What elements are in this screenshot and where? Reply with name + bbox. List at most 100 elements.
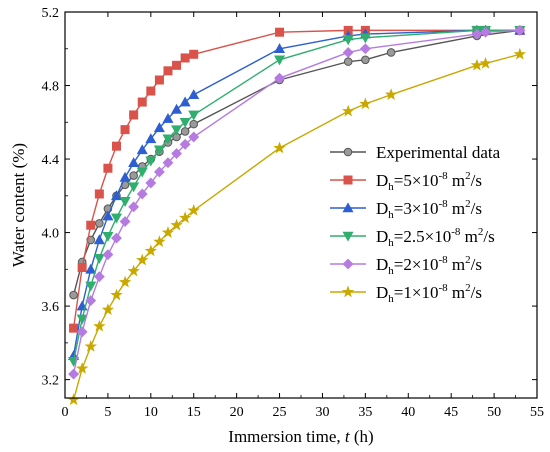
data-point-s3-1 — [76, 314, 88, 325]
series-line-5 — [72, 53, 521, 401]
legend-sup: -8 — [438, 198, 448, 210]
data-point-s4-4 — [102, 249, 114, 261]
legend-mid: =2×10 — [394, 255, 439, 274]
data-point-s2-10 — [153, 122, 165, 133]
legend-sup: -8 — [438, 254, 448, 266]
axes: 0 5 10 15 20 25 30 35 40 45 50 55 3.2 3.6 4.0 4.4 4.8 5.2 — [42, 6, 545, 420]
legend-sup2: 2 — [465, 282, 471, 294]
data-point-s2-4 — [102, 210, 114, 221]
x-tick-label-3: 15 — [187, 405, 201, 420]
legend-main: D — [376, 227, 388, 246]
data-point-s3-6 — [119, 197, 131, 207]
x-axis-title: Immersion time, t (h) — [228, 427, 373, 446]
data-point-s3-14 — [188, 110, 200, 121]
data-point-s2-7 — [128, 157, 140, 168]
data-point-s4-5 — [111, 232, 122, 244]
data-point-s4-13 — [179, 138, 191, 150]
data-point-s4-6 — [119, 216, 131, 227]
data-point-s0-14 — [189, 119, 199, 129]
legend-tail: m — [448, 199, 465, 218]
legend-label-2: Dh=3×10-8 m2/s — [376, 198, 482, 221]
data-point-s4-20 — [514, 24, 526, 36]
data-point-s2-3 — [93, 234, 105, 245]
data-point-s5-4 — [101, 303, 115, 316]
data-point-s5-19 — [470, 58, 484, 71]
data-point-s4-0 — [68, 368, 80, 380]
legend-sub: h — [388, 265, 394, 277]
data-point-s4-1 — [76, 326, 88, 338]
data-point-s3-11 — [162, 134, 174, 145]
legend-end: /s — [471, 199, 482, 218]
legend-label-4: Dh=2×10-8 m2/s — [376, 254, 482, 277]
legend-entry-5: Dh=1×10-8 m2/s — [330, 282, 482, 305]
data-point-s4-11 — [162, 157, 174, 169]
data-point-s5-11 — [161, 226, 175, 238]
data-point-s3-17 — [359, 33, 371, 44]
data-point-s0-13 — [180, 127, 190, 136]
legend-entry-0: Experimental data — [330, 143, 501, 162]
legend-marker-4 — [342, 258, 354, 270]
x-tick-label-4: 20 — [230, 405, 244, 420]
x-tick-label-7: 35 — [358, 405, 372, 420]
data-point-s4-8 — [136, 188, 148, 200]
data-point-s5-1 — [76, 362, 89, 374]
legend-entry-4: Dh=2×10-8 m2/s — [330, 254, 482, 277]
data-point-s5-14 — [187, 204, 200, 216]
data-point-s4-19 — [480, 26, 491, 38]
legend-entry-2: Dh=3×10-8 m2/s — [330, 198, 482, 221]
data-point-s1-0 — [69, 323, 79, 333]
data-point-s2-2 — [85, 263, 97, 274]
y-tick-label-2: 4.0 — [42, 227, 60, 242]
legend-label-0: Experimental data — [376, 143, 501, 162]
legend-end: /s — [471, 255, 482, 274]
legend-label-3: Dh=2.5×10-8 m2/s — [376, 226, 495, 249]
legend-entry-1: Dh=5×10-8 m2/s — [330, 170, 482, 193]
data-point-s1-3 — [94, 189, 104, 199]
data-point-s1-9 — [146, 86, 156, 96]
data-point-s1-2 — [86, 220, 96, 230]
data-point-s3-2 — [85, 281, 97, 292]
data-point-s3-16 — [342, 35, 354, 46]
data-point-s3-13 — [179, 117, 191, 128]
y-tick-label-5: 5.2 — [42, 6, 60, 21]
data-point-s5-8 — [136, 253, 149, 266]
legend-mid: =5×10 — [394, 171, 439, 190]
data-point-s5-10 — [153, 235, 166, 248]
data-point-s3-3 — [93, 254, 105, 264]
legend-end: /s — [471, 171, 482, 190]
data-point-s4-10 — [153, 166, 165, 178]
legend-label-5: Dh=1×10-8 m2/s — [376, 282, 482, 305]
data-point-s1-11 — [163, 66, 173, 76]
y-tick-label-3: 4.4 — [42, 153, 60, 168]
data-point-s3-10 — [153, 145, 165, 156]
x-tick-label-8: 40 — [401, 405, 415, 420]
legend-sup2: 2 — [478, 226, 484, 238]
data-point-s4-14 — [188, 131, 200, 143]
data-point-s4-3 — [93, 271, 105, 283]
legend-mid: =3×10 — [394, 199, 439, 218]
data-point-s1-13 — [180, 53, 190, 63]
data-point-s4-15 — [274, 72, 285, 84]
legend-main: D — [376, 171, 388, 190]
x-tick-label-6: 30 — [315, 405, 329, 420]
legend-tail: m — [448, 255, 465, 274]
legend-end: /s — [471, 283, 482, 302]
data-point-s4-7 — [128, 201, 140, 213]
x-tick-label-5: 25 — [273, 405, 287, 420]
data-point-s4-12 — [171, 148, 182, 159]
data-point-s5-5 — [110, 288, 123, 301]
legend-marker-5 — [341, 285, 355, 298]
data-point-s2-6 — [119, 171, 131, 182]
legend-marker-3 — [342, 231, 354, 242]
data-point-s1-14 — [189, 49, 199, 59]
data-point-s1-15 — [275, 27, 285, 37]
data-point-s3-9 — [145, 156, 157, 167]
data-point-s5-13 — [178, 211, 192, 224]
legend-sub: h — [388, 237, 394, 249]
data-point-s4-2 — [85, 295, 97, 307]
series-4 — [68, 24, 526, 380]
data-point-s5-17 — [359, 97, 372, 110]
x-axis-title-text: Immersion time, — [228, 427, 345, 446]
data-point-s1-8 — [137, 97, 147, 107]
